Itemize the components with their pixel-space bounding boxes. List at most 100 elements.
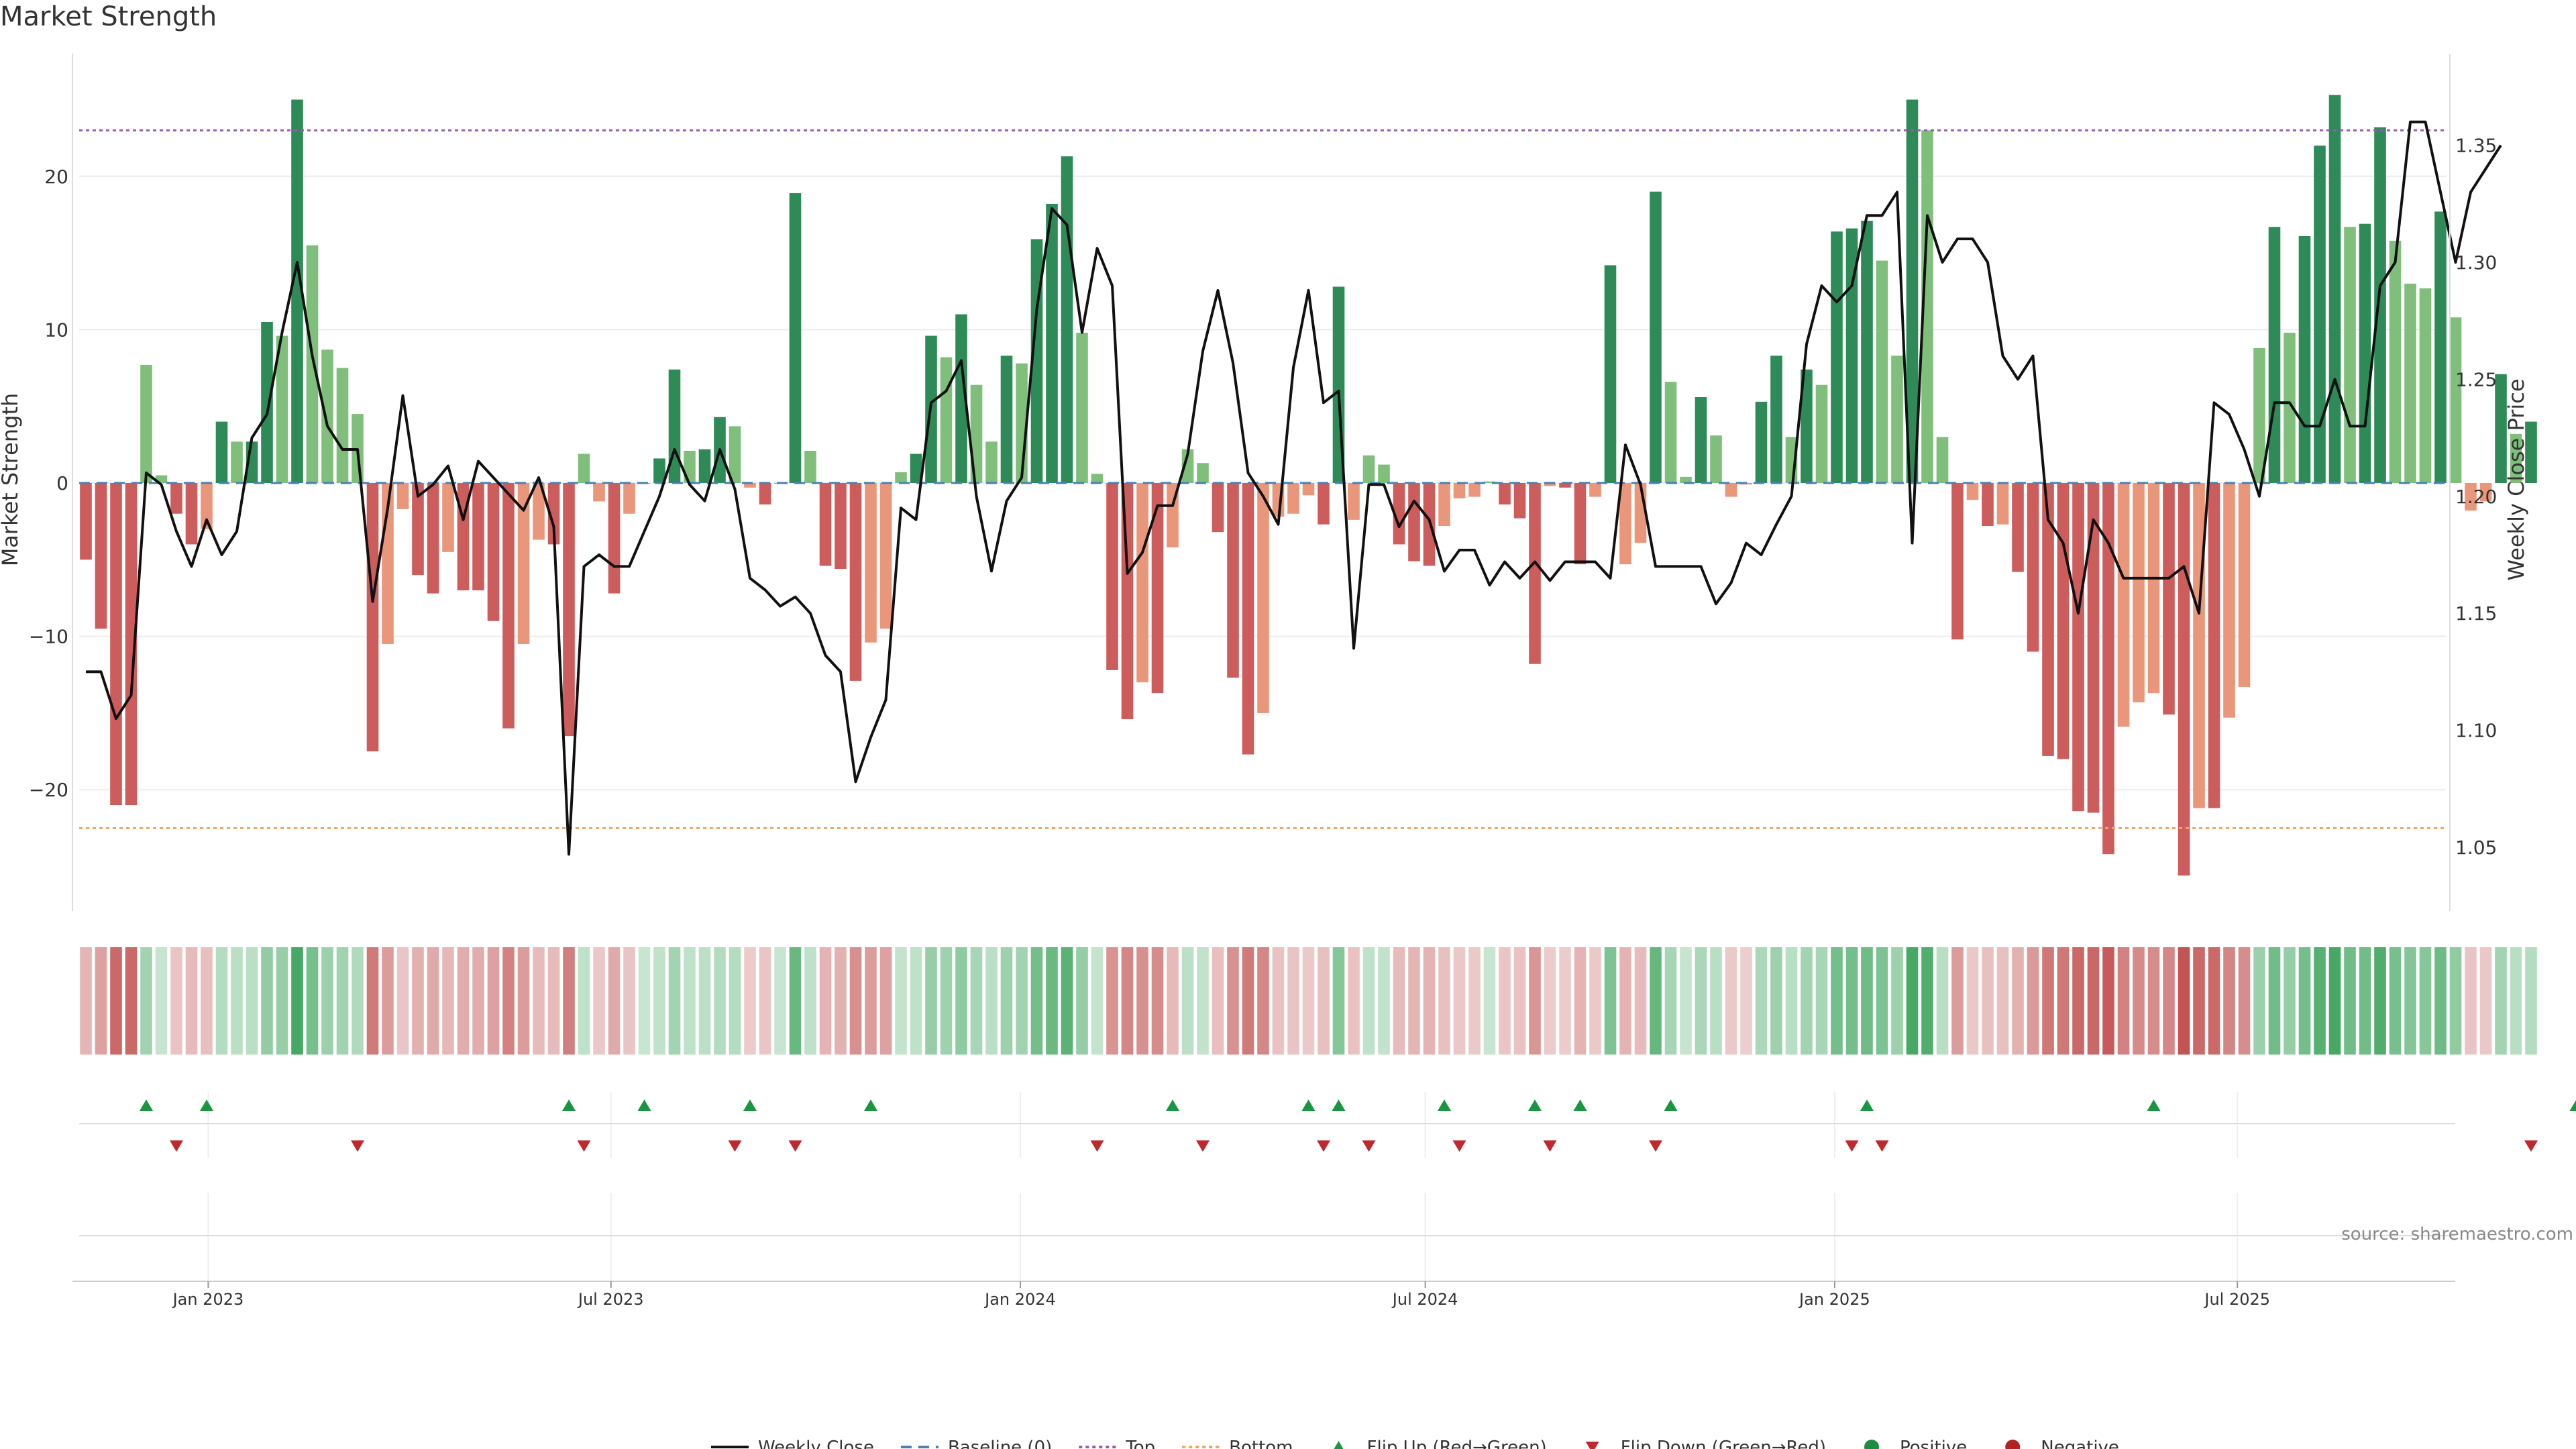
heat-cell (2163, 947, 2175, 1055)
flip-down-marker (1362, 1140, 1376, 1152)
y-right-tick-label: 1.15 (2455, 602, 2497, 625)
heat-cell (382, 947, 394, 1055)
heat-cell (185, 947, 198, 1055)
x-tick-label: Jul 2023 (577, 1290, 644, 1309)
negative-bar (110, 483, 122, 806)
heat-cell (1151, 947, 1164, 1055)
heat-cell (2298, 947, 2311, 1055)
positive-bar (1695, 396, 1707, 483)
heat-cell (1785, 947, 1798, 1055)
heat-cell (80, 947, 92, 1055)
flip-up-marker (1166, 1099, 1179, 1111)
positive-bar (1921, 130, 1933, 484)
heat-cell (879, 947, 892, 1055)
heat-cell (668, 947, 681, 1055)
heat-cell (1876, 947, 1888, 1055)
heat-cell (1030, 947, 1043, 1055)
positive-bar (1891, 356, 1903, 483)
heat-cell (1362, 947, 1375, 1055)
positive-bar (140, 364, 152, 483)
flip-up-marker (1860, 1099, 1874, 1111)
heat-cell (140, 947, 152, 1055)
heat-cell (95, 947, 107, 1055)
positive-bar (2253, 347, 2265, 483)
negative-bar (849, 483, 862, 681)
heat-cell (2495, 947, 2507, 1055)
flip-up-marker (1301, 1099, 1316, 1111)
positive-bar (653, 458, 665, 483)
heat-cell (789, 947, 802, 1055)
heat-cell (1483, 947, 1496, 1055)
negative-bar (1529, 483, 1541, 664)
negative-bar (2178, 483, 2190, 876)
x-tick-label: Jul 2024 (1391, 1290, 1458, 1309)
positive-bar (1770, 356, 1782, 483)
heat-cell (684, 947, 696, 1055)
negative-bar (1574, 483, 1587, 565)
heat-cell (396, 947, 409, 1055)
heat-cell (155, 947, 168, 1055)
flip-down-marker (577, 1140, 591, 1152)
negative-bar (1513, 483, 1526, 519)
positive-bar (2404, 283, 2416, 483)
negative-bar (759, 483, 771, 505)
heat-cell (2328, 947, 2341, 1055)
heat-cell (1589, 947, 1601, 1055)
heat-cell (321, 947, 333, 1055)
negative-bar (2087, 483, 2100, 813)
axes: −20 −10 0 10 20 1.05 1.10 1.15 1.20 1.25 1.30 1.35 (29, 54, 2497, 911)
heat-cell (547, 947, 560, 1055)
legend-flip-down-swatch (1585, 1442, 1599, 1449)
negative-bar (1438, 483, 1450, 527)
heat-cell (276, 947, 288, 1055)
flip-down-marker (1543, 1140, 1557, 1152)
heat-cell (819, 947, 832, 1055)
flip-down-marker (2524, 1140, 2538, 1152)
heat-cell (1725, 947, 1737, 1055)
negative-bar (2027, 483, 2039, 652)
heat-cell (442, 947, 454, 1055)
heat-cell (1272, 947, 1285, 1055)
heat-cell (1544, 947, 1556, 1055)
heat-cell (1136, 947, 1148, 1055)
heat-cell (2314, 947, 2326, 1055)
heat-cell (1121, 947, 1134, 1055)
positive-bar (1680, 476, 1692, 483)
heat-cell (306, 947, 319, 1055)
negative-bar (1106, 483, 1118, 670)
heat-cell (2133, 947, 2145, 1055)
heat-cell (2479, 947, 2492, 1055)
positive-bar (1030, 239, 1043, 483)
heat-cell (1046, 947, 1058, 1055)
heat-cell (1861, 947, 1873, 1055)
y-right-tick-label: 1.25 (2455, 368, 2497, 390)
flip-up-marker (1664, 1099, 1678, 1111)
negative-bar (2012, 483, 2024, 572)
heat-cell (1619, 947, 1631, 1055)
negative-bar (1619, 483, 1631, 565)
heat-cell (1634, 947, 1647, 1055)
heat-cell (2117, 947, 2130, 1055)
y-right-tick-label: 1.05 (2455, 837, 2497, 859)
positive-bar (698, 449, 711, 483)
flip-down-marker (1845, 1140, 1859, 1152)
heat-cell (517, 947, 530, 1055)
flip-down-marker (728, 1140, 742, 1152)
heat-cell (2389, 947, 2402, 1055)
heat-cell (1167, 947, 1179, 1055)
heat-cell (1197, 947, 1209, 1055)
y-left-tick-label: −20 (29, 779, 68, 801)
flip-down-marker (351, 1140, 364, 1152)
chart-title: Market Strength (0, 1, 217, 32)
positive-bar (336, 368, 349, 483)
positive-bar (1378, 464, 1390, 483)
positive-bar (578, 453, 590, 483)
heat-cell (2193, 947, 2205, 1055)
heat-cell (578, 947, 590, 1055)
heat-cell (804, 947, 816, 1055)
legend-positive-swatch (1864, 1440, 1880, 1449)
heat-cell (2042, 947, 2054, 1055)
heat-cell (1000, 947, 1013, 1055)
negative-bar (533, 483, 545, 540)
heat-cell (1016, 947, 1028, 1055)
